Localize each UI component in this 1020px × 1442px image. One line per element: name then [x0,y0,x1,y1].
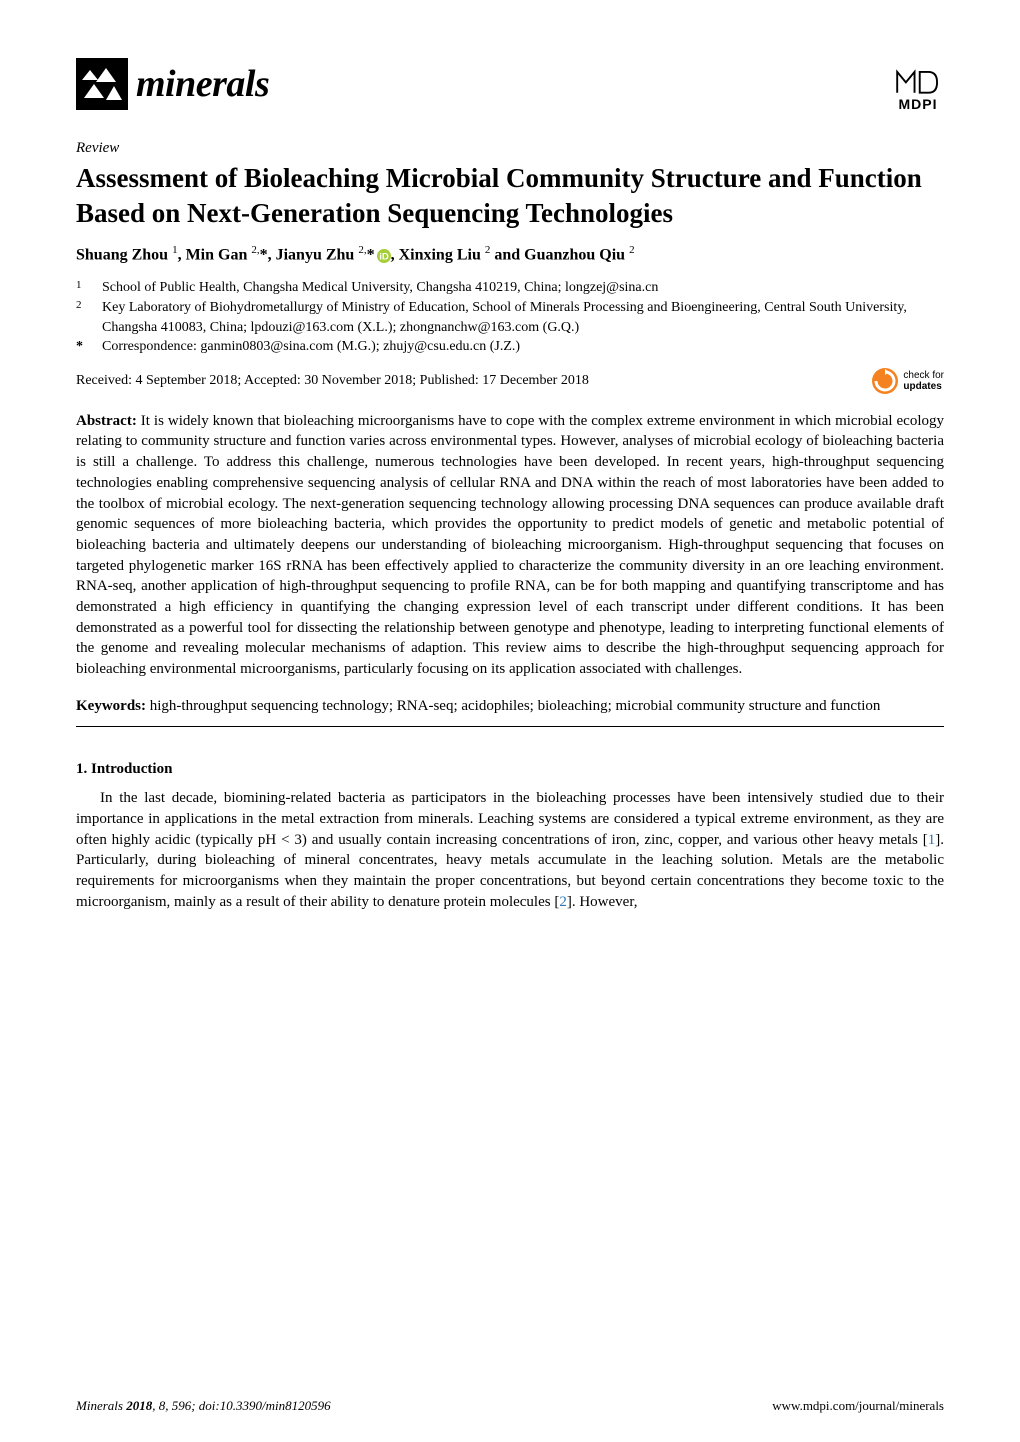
affiliations: 1 School of Public Health, Changsha Medi… [76,278,944,356]
svg-text:iD: iD [379,251,389,262]
corresponding: * Correspondence: ganmin0803@sina.com (M… [76,337,944,357]
journal-logo: minerals [76,58,269,110]
corr-mark: * [76,337,88,357]
journal-name: minerals [136,62,269,106]
affil-num-2: 2 [76,298,88,337]
check-updates-text: check for updates [903,370,944,392]
dates-text: Received: 4 September 2018; Accepted: 30… [76,373,589,389]
authors: Shuang Zhou 1, Min Gan 2,*, Jianyu Zhu 2… [76,244,944,264]
affil-text-2: Key Laboratory of Biohydrometallurgy of … [102,298,944,337]
mdpi-icon [892,58,944,98]
abstract-label: Abstract: [76,413,137,429]
header: minerals MDPI [76,58,944,112]
corr-text: Correspondence: ganmin0803@sina.com (M.G… [102,337,520,357]
keywords-label: Keywords: [76,698,146,714]
keywords-text: high-throughput sequencing technology; R… [150,698,881,714]
affiliation-2: 2 Key Laboratory of Biohydrometallurgy o… [76,298,944,337]
minerals-logo-icon [76,58,128,110]
divider [76,726,944,727]
mdpi-text: MDPI [899,96,938,112]
footer: Minerals 2018, 8, 596; doi:10.3390/min81… [76,1398,944,1414]
affil-text-1: School of Public Health, Changsha Medica… [102,278,658,298]
abstract-text: It is widely known that bioleaching micr… [76,413,944,677]
dates-row: Received: 4 September 2018; Accepted: 30… [76,367,944,395]
keywords: Keywords: high-throughput sequencing tec… [76,696,944,717]
abstract: Abstract: It is widely known that biolea… [76,411,944,680]
section-1-heading: 1. Introduction [76,761,944,778]
footer-url[interactable]: www.mdpi.com/journal/minerals [772,1398,944,1414]
article-title: Assessment of Bioleaching Microbial Comm… [76,161,944,230]
footer-citation: Minerals 2018, 8, 596; doi:10.3390/min81… [76,1398,331,1414]
section-1-body: In the last decade, biomining-related ba… [76,788,944,912]
mdpi-logo: MDPI [892,58,944,112]
check-updates-badge[interactable]: check for updates [871,367,944,395]
check-updates-icon [871,367,899,395]
article-type: Review [76,140,944,157]
affil-num-1: 1 [76,278,88,298]
affiliation-1: 1 School of Public Health, Changsha Medi… [76,278,944,298]
